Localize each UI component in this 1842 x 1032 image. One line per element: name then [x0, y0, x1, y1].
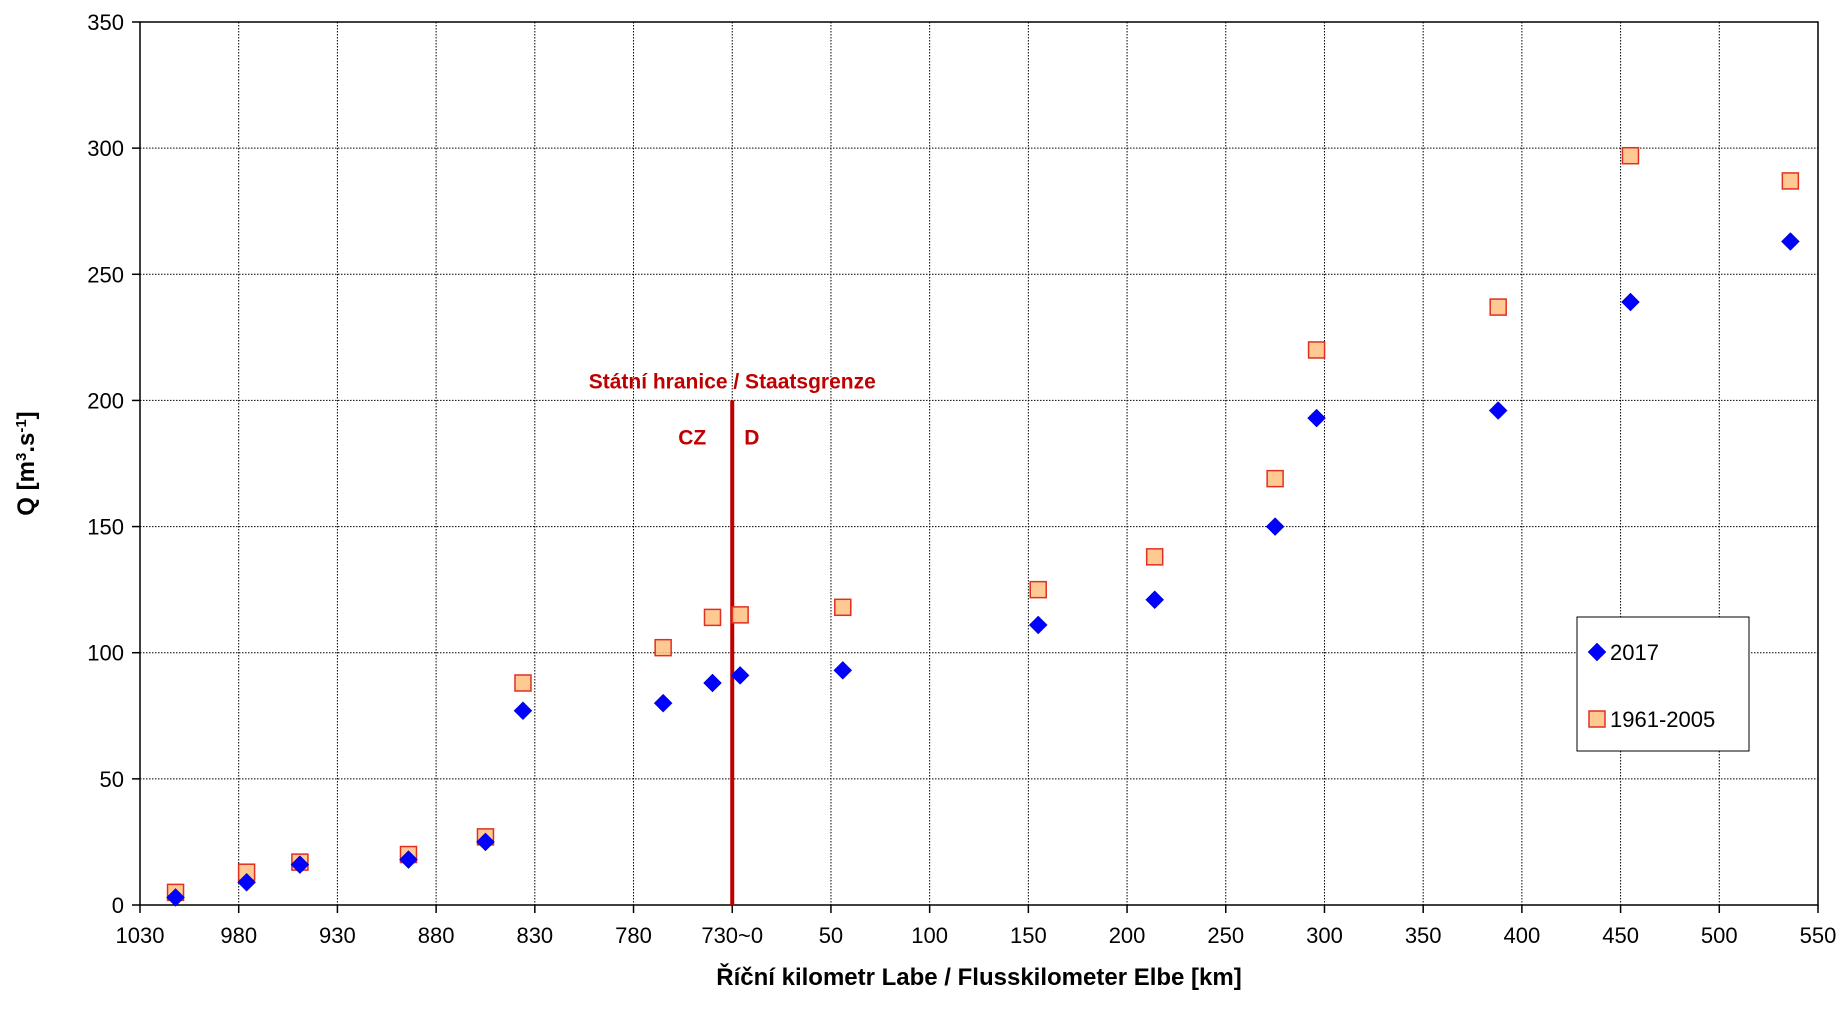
- x-axis-label: Říční kilometr Labe / Flusskilometer Elb…: [716, 963, 1241, 991]
- x-tick-label: 500: [1701, 923, 1738, 948]
- y-axis-label-sup1: 3: [13, 453, 30, 461]
- point-1961-2005: [1781, 172, 1800, 190]
- y-tick-label: 150: [87, 515, 124, 540]
- x-tick-label: 400: [1504, 923, 1541, 948]
- point-2017: [730, 666, 750, 685]
- state-border-marker: Státní hranice / Staatsgrenze CZ D: [589, 370, 876, 905]
- legend-marker-1961-2005: [1588, 710, 1606, 728]
- x-tick-label: 550: [1800, 923, 1837, 948]
- x-tick-label: 350: [1405, 923, 1442, 948]
- y-tick-label: 300: [87, 136, 124, 161]
- y-axis-label-end: ]: [13, 411, 40, 419]
- legend-items: 2017 1961-2005: [1587, 640, 1715, 732]
- point-2017: [1488, 401, 1508, 420]
- point-2017: [1028, 615, 1048, 635]
- y-axis-label: Q [m3.s-1]: [13, 411, 41, 515]
- point-1961-2005: [834, 598, 852, 617]
- y-axis-label-mid: .s: [13, 433, 40, 453]
- point-2017: [1265, 517, 1285, 536]
- point-2017: [703, 673, 722, 693]
- y-tick-labels: 0 50 100 150 200 250 300 350: [87, 10, 140, 918]
- data-points: [166, 146, 1800, 907]
- point-1961-2005: [703, 608, 722, 627]
- point-2017: [476, 832, 495, 852]
- point-1961-2005: [1489, 298, 1507, 316]
- point-2017: [653, 693, 673, 713]
- y-tick-label: 0: [112, 893, 124, 918]
- point-2017: [1781, 232, 1800, 251]
- x-tick-label: 980: [220, 923, 257, 948]
- x-tick-label: 150: [1010, 923, 1047, 948]
- point-2017: [1307, 408, 1326, 428]
- border-left-label-cz: CZ: [678, 426, 706, 449]
- point-1961-2005: [731, 606, 749, 624]
- point-1961-2005: [1307, 341, 1326, 359]
- x-tick-label: 50: [819, 923, 843, 948]
- x-tick-label: 300: [1306, 923, 1343, 948]
- point-1961-2005: [654, 638, 672, 657]
- point-1961-2005: [1621, 146, 1640, 165]
- x-tick-label: 930: [319, 923, 356, 948]
- y-tick-label: 250: [87, 262, 124, 287]
- border-right-label-d: D: [744, 426, 759, 449]
- x-tick-label: 200: [1109, 923, 1146, 948]
- x-tick-label: 100: [911, 923, 948, 948]
- x-tick-label: 880: [418, 923, 455, 948]
- y-tick-label: 100: [87, 641, 124, 666]
- legend-label: 2017: [1610, 640, 1659, 665]
- x-tick-label: 450: [1602, 923, 1639, 948]
- y-tick-label: 50: [100, 767, 124, 792]
- x-tick-labels: 1030 980 930 880 830 780 730~0 50 100 150 200 250 30…: [116, 905, 1837, 948]
- point-2017: [1621, 292, 1640, 312]
- point-1961-2005: [1029, 580, 1047, 599]
- state-border-label: Státní hranice / Staatsgrenze: [589, 370, 876, 393]
- legend-marker-2017: [1587, 642, 1607, 662]
- point-2017: [399, 850, 418, 869]
- grid-layer: [139, 21, 1819, 906]
- legend: 2017 1961-2005: [1576, 616, 1750, 752]
- y-axis-label-main: Q [m: [13, 461, 40, 516]
- y-tick-label: 350: [87, 10, 124, 35]
- plot-area-frame: [139, 21, 1819, 906]
- point-1961-2005: [1145, 548, 1164, 566]
- x-tick-label: 250: [1207, 923, 1244, 948]
- point-2017: [513, 701, 533, 721]
- y-axis-label-sup2: -1: [13, 419, 30, 432]
- x-tick-label: 1030: [116, 923, 165, 948]
- y-tick-label: 200: [87, 388, 124, 413]
- point-1961-2005: [1266, 469, 1284, 488]
- point-1961-2005: [514, 674, 532, 692]
- legend-box: [1576, 616, 1750, 752]
- x-tick-label: 780: [615, 923, 652, 948]
- legend-label: 1961-2005: [1610, 707, 1715, 732]
- point-2017: [166, 888, 185, 907]
- x-tick-label: 830: [516, 923, 553, 948]
- point-2017: [1145, 590, 1165, 610]
- x-tick-label: 730~0: [701, 923, 763, 948]
- point-2017: [290, 855, 310, 874]
- point-2017: [237, 872, 256, 892]
- point-2017: [833, 661, 853, 680]
